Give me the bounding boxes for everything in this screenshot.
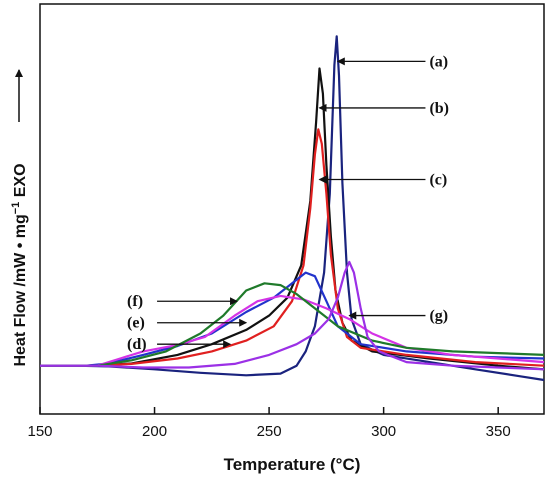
x-tick-label-300: 300 [371,423,396,440]
x-axis-title: Temperature (°C) [224,455,361,474]
annotation-label-f: (f) [127,293,143,310]
x-tick-label-200: 200 [142,423,167,440]
annotation-label-e: (e) [127,315,145,332]
plot-frame [39,3,545,415]
series-line-f [40,282,545,367]
y-axis-title-superscript: −1 [10,202,22,215]
y-axis-title-main: Heat Flow /mW • mg [12,214,29,366]
series-line-g [40,260,545,371]
annotation-label-b: (b) [429,100,449,117]
x-axis-ticks: 150 200 250 300 350 [27,407,511,440]
annotation-label-g: (g) [429,308,448,325]
series-layer [40,35,545,382]
annotation-label-d: (d) [127,336,147,353]
annotation-label-a: (a) [429,53,448,70]
series-line-c [40,128,545,367]
series-line-e [40,294,545,367]
x-tick-label-250: 250 [257,423,282,440]
series-line-b [40,67,545,371]
annotation-label-c: (c) [429,172,447,189]
x-tick-label-350: 350 [486,423,511,440]
annotation-layer: (a) (b) (c) (g) (f) (e) (d) [127,53,449,353]
y-axis-title: Heat Flow /mW • mg−1 EXO [10,163,29,366]
x-tick-label-150: 150 [27,423,52,440]
y-axis-title-suffix: EXO [12,163,29,201]
series-line-a [40,35,545,382]
